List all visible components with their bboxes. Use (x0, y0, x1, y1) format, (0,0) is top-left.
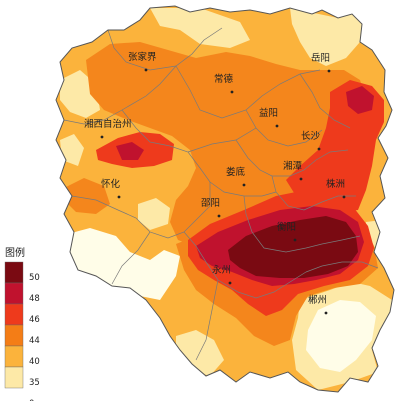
city-xiangxi: 湘西自治州 (84, 118, 132, 139)
city-marker (342, 195, 346, 199)
city-label: 邵阳 (201, 198, 220, 209)
city-marker (117, 195, 121, 199)
legend: 图例 50 48 46 44 40 35 0 (4, 246, 40, 401)
city-marker (144, 68, 148, 72)
city-zhuzhou: 株洲 (326, 178, 346, 199)
city-marker (230, 90, 234, 94)
city-label: 怀化 (101, 178, 121, 190)
city-marker (242, 183, 246, 187)
city-hengyang: 衡阳 (277, 221, 297, 242)
city-shaoyang: 邵阳 (201, 198, 221, 218)
city-yueyang: 岳阳 (311, 52, 331, 73)
city-label: 娄底 (226, 166, 246, 178)
city-xiangtan: 湘潭 (283, 160, 303, 181)
city-label: 湘西自治州 (84, 118, 132, 130)
contour-35-west-b (60, 134, 84, 166)
contour-0-southeast (306, 300, 376, 372)
city-label: 湘潭 (283, 160, 303, 172)
legend-swatch (4, 303, 24, 326)
legend-tick-label: 48 (29, 294, 40, 304)
city-label: 永州 (212, 264, 231, 276)
city-label: 益阳 (259, 107, 278, 119)
city-label: 常德 (214, 73, 234, 85)
city-label: 株洲 (326, 178, 345, 190)
city-label: 张家界 (128, 51, 157, 63)
legend-title: 图例 (5, 246, 25, 259)
city-yongzhou: 永州 (212, 264, 232, 285)
contour-48-northeast (346, 86, 374, 114)
legend-swatch (4, 261, 24, 284)
contour-35-northeast (290, 8, 362, 66)
contour-35-southwest (60, 228, 180, 300)
city-marker (299, 177, 303, 181)
city-marker (317, 147, 321, 151)
contour-35-north (150, 8, 250, 48)
city-loudi: 娄底 (226, 166, 246, 187)
city-changsha: 长沙 (301, 130, 321, 151)
city-marker (327, 69, 331, 73)
legend-swatch (4, 282, 24, 305)
city-marker (324, 311, 328, 315)
legend-tick-label: 35 (29, 378, 40, 388)
city-marker (293, 238, 297, 242)
contour-50-south (228, 216, 358, 278)
city-marker (275, 124, 279, 128)
legend-tick-label: 0 (29, 399, 34, 401)
contour-35-center (138, 198, 170, 230)
city-label: 衡阳 (277, 221, 296, 233)
legend-tick-label: 44 (29, 336, 40, 346)
city-label: 岳阳 (311, 52, 330, 64)
legend-ticks: 50 48 46 44 40 35 0 (29, 273, 40, 401)
legend-tick-label: 40 (29, 357, 40, 367)
admin-boundaries (63, 27, 379, 361)
legend-tick-label: 50 (29, 273, 40, 283)
contour-48-west (116, 142, 144, 160)
province-outline (55, 5, 395, 393)
city-zhangjiajie: 张家界 (128, 51, 157, 72)
city-label: 长沙 (301, 130, 321, 142)
city-marker (228, 281, 232, 285)
city-chenzhou: 郴州 (308, 294, 328, 315)
city-yiyang: 益阳 (259, 107, 279, 128)
city-huaihua: 怀化 (101, 178, 121, 199)
city-label: 郴州 (308, 294, 327, 306)
legend-swatch (4, 324, 24, 347)
legend-swatch (4, 366, 24, 389)
city-marker (217, 214, 221, 218)
legend-swatches (4, 261, 24, 389)
city-marker (100, 135, 104, 139)
contour-44-west (64, 178, 110, 214)
city-changde: 常德 (214, 73, 234, 94)
legend-swatch (4, 345, 24, 368)
legend-tick-label: 46 (29, 315, 40, 325)
